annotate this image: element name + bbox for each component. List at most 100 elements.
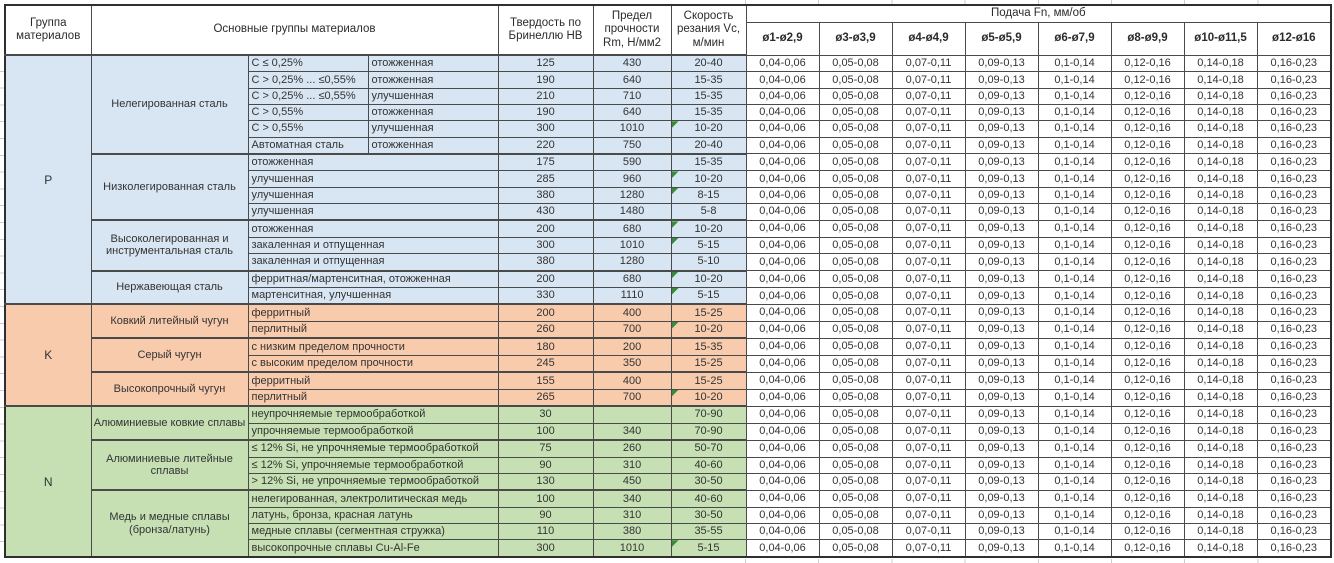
feed-cell[interactable]: 0,09-0,13 — [964, 337, 1039, 356]
feed-cell[interactable]: 0,14-0,18 — [1183, 337, 1258, 356]
feed-cell[interactable]: 0,14-0,18 — [1183, 103, 1258, 122]
feed-cell[interactable]: 0,12-0,16 — [1110, 388, 1185, 407]
feed-cell[interactable]: 0,09-0,13 — [964, 153, 1039, 172]
treatment-state-cell[interactable]: отожженная — [367, 136, 499, 155]
feed-cell[interactable]: 0,12-0,16 — [1110, 253, 1185, 272]
feed-cell[interactable]: 0,14-0,18 — [1183, 136, 1258, 155]
feed-cell[interactable]: 0,1-0,14 — [1037, 120, 1112, 138]
subgroup-name-cell[interactable]: Алюминиевые литейные сплавы — [90, 439, 249, 491]
material-desc-cell[interactable]: с низким пределом прочности — [247, 337, 499, 356]
feed-cell[interactable]: 0,16-0,23 — [1256, 456, 1332, 474]
feed-cell[interactable]: 0,05-0,08 — [818, 422, 893, 441]
feed-cell[interactable]: 0,04-0,06 — [745, 489, 820, 508]
feed-cell[interactable]: 0,14-0,18 — [1183, 405, 1258, 424]
feed-cell[interactable]: 0,16-0,23 — [1256, 320, 1332, 339]
strength-cell[interactable]: 680 — [592, 219, 672, 238]
hardness-cell[interactable]: 90 — [497, 456, 594, 474]
feed-cell[interactable]: 0,1-0,14 — [1037, 270, 1112, 289]
feed-cell[interactable]: 0,14-0,18 — [1183, 170, 1258, 188]
subgroup-name-cell[interactable]: Алюминиевые ковкие сплавы — [90, 405, 249, 441]
header-diameter-8[interactable]: ø12-ø16 — [1256, 21, 1332, 56]
header-hardness[interactable]: Твердость по Бринеллю НВ — [497, 4, 594, 56]
cutting-speed-cell[interactable]: 5-15 — [670, 539, 747, 558]
material-group-cell[interactable]: P — [4, 53, 92, 305]
material-desc-cell[interactable]: C > 0,25% ... ≤0,55% — [247, 87, 369, 105]
cutting-speed-cell[interactable]: 30-50 — [670, 506, 747, 525]
feed-cell[interactable]: 0,09-0,13 — [964, 54, 1039, 73]
strength-cell[interactable]: 1010 — [592, 539, 672, 558]
material-desc-cell[interactable]: ферритный — [247, 371, 499, 390]
material-desc-cell[interactable]: отожженная — [247, 219, 499, 238]
feed-cell[interactable]: 0,16-0,23 — [1256, 136, 1332, 155]
strength-cell[interactable]: 340 — [592, 422, 672, 441]
feed-cell[interactable]: 0,1-0,14 — [1037, 456, 1112, 474]
feed-cell[interactable]: 0,09-0,13 — [964, 539, 1039, 558]
feed-cell[interactable]: 0,1-0,14 — [1037, 522, 1112, 541]
treatment-state-cell[interactable]: отожженная — [367, 54, 499, 73]
feed-cell[interactable]: 0,14-0,18 — [1183, 186, 1258, 204]
hardness-cell[interactable]: 285 — [497, 170, 594, 188]
feed-cell[interactable]: 0,09-0,13 — [964, 253, 1039, 272]
feed-cell[interactable]: 0,1-0,14 — [1037, 506, 1112, 525]
feed-cell[interactable]: 0,09-0,13 — [964, 320, 1039, 339]
hardness-cell[interactable]: 155 — [497, 371, 594, 390]
feed-cell[interactable]: 0,1-0,14 — [1037, 253, 1112, 272]
feed-cell[interactable]: 0,16-0,23 — [1256, 506, 1332, 525]
header-diameter-4[interactable]: ø5-ø5,9 — [964, 21, 1039, 56]
header-diameter-6[interactable]: ø8-ø9,9 — [1110, 21, 1185, 56]
feed-cell[interactable]: 0,12-0,16 — [1110, 422, 1185, 441]
feed-cell[interactable]: 0,12-0,16 — [1110, 153, 1185, 172]
header-feed[interactable]: Подача Fn, мм/об — [745, 4, 1332, 23]
feed-cell[interactable]: 0,1-0,14 — [1037, 303, 1112, 322]
feed-cell[interactable]: 0,05-0,08 — [818, 270, 893, 289]
feed-cell[interactable]: 0,05-0,08 — [818, 320, 893, 339]
hardness-cell[interactable]: 210 — [497, 87, 594, 105]
feed-cell[interactable]: 0,14-0,18 — [1183, 388, 1258, 407]
strength-cell[interactable]: 310 — [592, 456, 672, 474]
feed-cell[interactable]: 0,14-0,18 — [1183, 472, 1258, 491]
feed-cell[interactable]: 0,04-0,06 — [745, 439, 820, 458]
feed-cell[interactable]: 0,16-0,23 — [1256, 103, 1332, 122]
feed-cell[interactable]: 0,05-0,08 — [818, 136, 893, 155]
feed-cell[interactable]: 0,04-0,06 — [745, 337, 820, 356]
feed-cell[interactable]: 0,05-0,08 — [818, 506, 893, 525]
feed-cell[interactable]: 0,16-0,23 — [1256, 472, 1332, 491]
feed-cell[interactable]: 0,07-0,11 — [891, 170, 966, 188]
feed-cell[interactable]: 0,04-0,06 — [745, 303, 820, 322]
cutting-speed-cell[interactable]: 15-35 — [670, 87, 747, 105]
strength-cell[interactable]: 700 — [592, 388, 672, 407]
feed-cell[interactable]: 0,05-0,08 — [818, 456, 893, 474]
feed-cell[interactable]: 0,1-0,14 — [1037, 337, 1112, 356]
feed-cell[interactable]: 0,16-0,23 — [1256, 170, 1332, 188]
hardness-cell[interactable]: 330 — [497, 287, 594, 305]
feed-cell[interactable]: 0,12-0,16 — [1110, 472, 1185, 491]
header-material-group[interactable]: Группа материалов — [4, 4, 92, 56]
cutting-speed-cell[interactable]: 20-40 — [670, 136, 747, 155]
feed-cell[interactable]: 0,07-0,11 — [891, 539, 966, 558]
hardness-cell[interactable]: 30 — [497, 405, 594, 424]
treatment-state-cell[interactable]: отожженная — [367, 71, 499, 89]
strength-cell[interactable]: 450 — [592, 472, 672, 491]
feed-cell[interactable]: 0,09-0,13 — [964, 270, 1039, 289]
feed-cell[interactable]: 0,1-0,14 — [1037, 202, 1112, 221]
feed-cell[interactable]: 0,09-0,13 — [964, 303, 1039, 322]
feed-cell[interactable]: 0,1-0,14 — [1037, 354, 1112, 373]
hardness-cell[interactable]: 100 — [497, 422, 594, 441]
strength-cell[interactable]: 400 — [592, 303, 672, 322]
cutting-speed-cell[interactable]: 15-35 — [670, 152, 747, 172]
cutting-speed-cell[interactable]: 35-55 — [670, 522, 747, 541]
material-desc-cell[interactable]: закаленная и отпущенная — [247, 236, 499, 255]
feed-cell[interactable]: 0,05-0,08 — [818, 253, 893, 272]
feed-cell[interactable]: 0,12-0,16 — [1110, 103, 1185, 122]
hardness-cell[interactable]: 180 — [497, 337, 594, 356]
feed-cell[interactable]: 0,14-0,18 — [1183, 236, 1258, 255]
feed-cell[interactable]: 0,1-0,14 — [1037, 236, 1112, 255]
header-diameter-7[interactable]: ø10-ø11,5 — [1183, 21, 1258, 56]
treatment-state-cell[interactable]: отожженная — [367, 103, 499, 122]
strength-cell[interactable]: 1110 — [592, 287, 672, 305]
feed-cell[interactable]: 0,12-0,16 — [1110, 54, 1185, 73]
feed-cell[interactable]: 0,12-0,16 — [1110, 456, 1185, 474]
feed-cell[interactable]: 0,1-0,14 — [1037, 539, 1112, 558]
material-desc-cell[interactable]: высокопрочные сплавы Cu-Al-Fe — [247, 539, 499, 558]
feed-cell[interactable]: 0,16-0,23 — [1256, 539, 1332, 558]
